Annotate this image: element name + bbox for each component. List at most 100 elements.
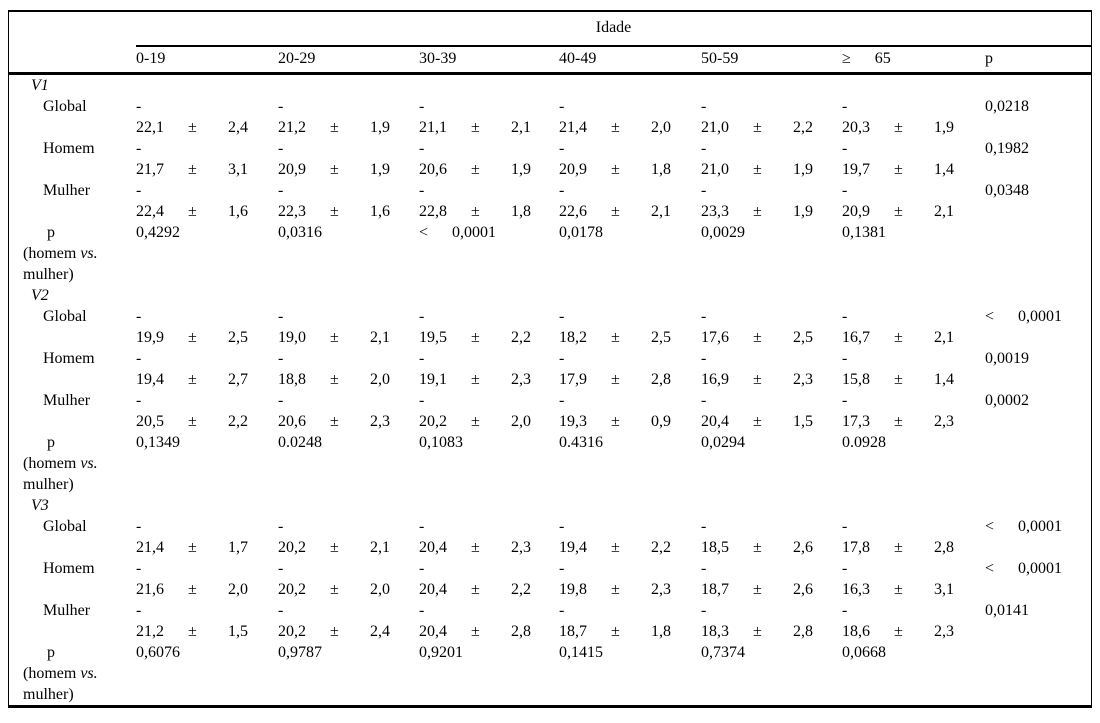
plus-minus-sign: ±: [330, 203, 339, 220]
dash: -: [701, 98, 707, 115]
dash: -: [419, 182, 425, 199]
sd-value: 2,3: [793, 371, 813, 388]
plus-minus-sign: ±: [188, 539, 197, 556]
value-cell: - 20,4 ±1,5: [701, 390, 842, 432]
plus-minus-sign: ±: [753, 623, 762, 640]
sd-value: 2,4: [370, 623, 390, 640]
sd-value: 2,2: [651, 539, 671, 556]
p-row-sublabel-end: mulher): [23, 266, 74, 283]
mean-value: 21,0: [701, 161, 729, 178]
p-comparison-cell: < 0,0001: [419, 222, 559, 285]
mean-value: 22,8: [419, 203, 447, 220]
value-cell: - 17,3 ±2,3: [842, 390, 985, 432]
sd-value: 2,1: [370, 539, 390, 556]
plus-minus-sign: ±: [188, 413, 197, 430]
p-value-cell: < 0,0001: [985, 558, 1091, 600]
mean-value: 16,9: [701, 371, 729, 388]
dash: -: [842, 602, 848, 619]
row-label-cell: Global: [9, 516, 136, 558]
mean-value: 16,7: [842, 329, 870, 346]
p-comparison-value: 0.0248: [278, 434, 322, 451]
mean-value: 18,7: [701, 581, 729, 598]
mean-value: 22,4: [136, 203, 164, 220]
p-comparison-value: 0,4292: [136, 224, 180, 241]
p-value-cell: 0,0141: [985, 600, 1091, 642]
sd-value: 2,8: [511, 623, 531, 640]
mean-sd-line: 19,7 ±1,4: [842, 159, 985, 180]
mean-value: 18,2: [559, 329, 587, 346]
value-cell: - 21,1 ±2,1: [419, 96, 559, 138]
value-cell: - 15,8 ±1,4: [842, 348, 985, 390]
dash: -: [278, 140, 284, 157]
mean-sd-line: 20,3 ±1,9: [842, 117, 985, 138]
mean-sd-line: 20,2 ±2,1: [278, 537, 419, 558]
value-cell: - 22,8 ±1,8: [419, 180, 559, 222]
plus-minus-sign: ±: [471, 119, 480, 136]
mean-sd-line: 19,8 ±2,3: [559, 579, 701, 600]
mean-value: 21,4: [136, 539, 164, 556]
plus-minus-sign: ±: [471, 539, 480, 556]
table-body: V1 Global -22,1 ±2,4-21,2 ±1,9-21,1 ±2,1-21,4…: [9, 75, 1091, 705]
value-cell: - 16,7 ±2,1: [842, 306, 985, 348]
p-comparison-cell: 0.0928: [842, 432, 985, 495]
value-cell: - 17,9 ±2,8: [559, 348, 701, 390]
p-row-sublabel-end: mulher): [23, 476, 74, 493]
p-row-sublabel: (homem vs.: [9, 243, 136, 264]
mean-value: 19,5: [419, 329, 447, 346]
mean-sd-line: 21,7 ±3,1: [136, 159, 278, 180]
mean-sd-line: 18,6 ±2,3: [842, 621, 985, 642]
value-cell: - 19,4 ±2,2: [559, 516, 701, 558]
row-label-cell: Mulher: [9, 180, 136, 222]
value-cell: - 19,1 ±2,3: [419, 348, 559, 390]
value-cell: - 20,2 ±2,4: [278, 600, 419, 642]
sd-value: 2,3: [651, 581, 671, 598]
sd-value: 2,0: [651, 119, 671, 136]
value-cell: - 18,8 ±2,0: [278, 348, 419, 390]
dash: -: [278, 350, 284, 367]
p-comparison-cell: 0.0248: [278, 432, 419, 495]
row-label: Homem: [43, 140, 95, 157]
row-label-cell: Global: [9, 96, 136, 138]
table-row: Global - 19,9 ±2,5 - 19,0 ±2,1 - 19,5 ±2,2 - 18,2 ±2…: [9, 306, 1091, 348]
plus-minus-sign: ±: [471, 371, 480, 388]
value-cell: - 18,2 ±2,5: [559, 306, 701, 348]
column-header-p: p: [985, 50, 993, 67]
p-comparison-cell: 0,9787: [278, 642, 419, 705]
dash: -: [278, 98, 284, 115]
mean-sd-line: 15,8 ±1,4: [842, 369, 985, 390]
dash: -: [136, 182, 142, 199]
row-label: Global: [43, 308, 87, 325]
value-cell: - 21,0 ±2,2: [701, 96, 842, 138]
mean-sd-line: 20,2 ±2,4: [278, 621, 419, 642]
plus-minus-sign: ±: [471, 203, 480, 220]
mean-value: 19,3: [559, 413, 587, 430]
table-header-columns-row: 0-19 20-29 30-39 40-49 50-59 ≥ 65 p: [9, 47, 1091, 75]
dash: -: [136, 308, 142, 325]
mean-sd-line: 21,2 ±1,5: [136, 621, 278, 642]
dash: -: [559, 308, 565, 325]
sd-value: 2,5: [651, 329, 671, 346]
mean-sd-line: 20,9 ±1,9: [278, 159, 419, 180]
row-label-cell: Global: [9, 306, 136, 348]
value-cell: - 20,5 ±2,2: [136, 390, 278, 432]
empty-p-cell: [985, 642, 1091, 705]
sd-value: 1,9: [793, 203, 813, 220]
value-cell: - 18,5 ±2,6: [701, 516, 842, 558]
plus-minus-sign: ±: [330, 623, 339, 640]
sd-value: 2,5: [228, 329, 248, 346]
row-label-cell: Mulher: [9, 390, 136, 432]
p-comparison-value: 0,0668: [842, 644, 886, 661]
dash: -: [136, 140, 142, 157]
plus-minus-sign: ±: [330, 413, 339, 430]
value-cell: - 20,9 ±2,1: [842, 180, 985, 222]
sd-value: 2,1: [934, 329, 954, 346]
value-cell: - 19,4 ±2,7: [136, 348, 278, 390]
p-comparison-value: 0,7374: [701, 644, 745, 661]
mean-value: 18,6: [842, 623, 870, 640]
column-header-30-39: 30-39: [419, 50, 457, 67]
mean-value: 20,2: [419, 413, 447, 430]
plus-minus-sign: ±: [611, 203, 620, 220]
p-row-sublabel-text: (homem: [23, 665, 81, 682]
sd-value: 2,2: [511, 329, 531, 346]
mean-value: 20,5: [136, 413, 164, 430]
